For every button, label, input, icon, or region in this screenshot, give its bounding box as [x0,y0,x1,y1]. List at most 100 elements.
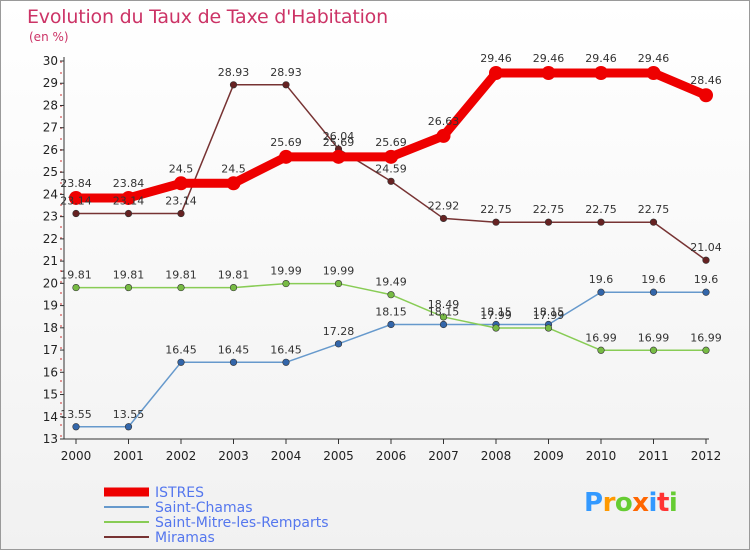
data-point [649,346,658,354]
x-tick-label: 2003 [218,449,249,463]
data-label: 23.84 [113,177,145,190]
data-point [702,288,710,296]
data-label: 16.45 [165,343,197,356]
y-tick-label: 19 [43,299,58,313]
data-label: 16.45 [218,343,250,356]
data-label: 23.84 [60,177,92,190]
data-point [72,209,80,218]
data-label: 25.69 [375,136,407,149]
data-label: 22.92 [428,199,460,212]
data-point [646,66,661,81]
y-tick-label: 28 [43,98,58,112]
y-tick-label: 16 [43,365,58,379]
data-label: 18.15 [480,305,512,318]
y-tick-label: 21 [43,254,58,268]
data-point [226,176,241,191]
x-tick-label: 2007 [428,449,459,463]
data-point [229,283,238,292]
data-label: 19.81 [60,269,92,282]
data-point [282,81,290,89]
data-point [439,313,448,321]
data-point [702,256,710,264]
x-tick-label: 2011 [638,449,669,463]
data-label: 22.75 [533,203,565,216]
data-label: 25.69 [323,136,355,149]
data-label: 26.63 [428,115,460,128]
data-point [597,346,605,354]
brand-letter: o [614,488,633,518]
brand-letter: r [602,488,616,518]
data-label: 16.99 [690,331,722,344]
data-point [174,176,188,191]
series-miramas [72,81,710,264]
y-tick-label: 18 [43,321,58,335]
data-label: 28.93 [218,66,250,79]
data-label: 29.46 [480,52,512,65]
data-label: 16.99 [638,331,670,344]
data-label: 29.46 [638,52,670,65]
series-istres [69,66,713,205]
x-tick-label: 2008 [481,449,512,463]
data-point [489,66,503,81]
data-point [72,423,80,431]
data-point [229,81,238,89]
data-label: 17.99 [533,309,565,322]
data-point [387,291,395,299]
data-point [177,283,185,292]
data-point [279,149,293,164]
data-label: 28.93 [270,66,302,79]
data-label: 19.81 [165,269,197,282]
y-tick-label: 13 [43,432,58,446]
data-point [492,218,500,226]
y-tick-label: 17 [43,343,58,357]
data-point [699,88,713,103]
data-point [282,358,290,366]
y-tick-label: 22 [43,232,58,246]
y-tick-label: 30 [43,54,58,68]
x-tick-label: 2004 [271,449,302,463]
chart-unit: (en %) [29,30,69,44]
y-tick-label: 29 [43,76,58,90]
data-label: 17.99 [480,309,512,322]
data-point [331,149,346,164]
data-label: 28.46 [690,74,722,87]
data-label: 24.5 [221,162,246,175]
data-point [594,66,608,81]
data-point [544,324,553,332]
data-label: 26.04 [323,130,355,143]
data-label: 23.14 [60,195,92,208]
x-tick-label: 2006 [376,449,407,463]
data-point [387,320,395,329]
data-label: 19.6 [589,273,614,286]
brand-letter: i [648,488,658,518]
y-tick-label: 25 [43,165,58,179]
data-label: 19.99 [270,265,302,278]
data-label: 16.99 [585,331,617,344]
data-label: 22.75 [480,203,512,216]
data-point [439,320,448,329]
data-label: 24.5 [169,162,194,175]
data-label: 25.69 [270,136,302,149]
brand-letter: P [584,488,603,518]
x-tick-label: 2002 [166,449,197,463]
data-label: 19.6 [694,273,719,286]
data-label: 24.59 [375,162,407,175]
data-point [121,190,136,205]
y-tick-label: 20 [43,276,58,290]
data-point [282,279,290,288]
data-label: 17.28 [323,325,355,338]
chart-title: Evolution du Taux de Taxe d'Habitation [27,6,388,28]
data-point [492,324,500,332]
data-point [177,358,185,366]
y-tick-label: 14 [43,410,58,424]
data-point [597,218,605,226]
data-label: 22.75 [585,203,617,216]
data-label: 18.15 [533,305,565,318]
data-point [541,66,556,81]
data-point [649,218,658,226]
x-tick-label: 2001 [113,449,144,463]
data-label: 18.15 [375,305,407,318]
data-point [384,149,398,164]
data-label: 21.04 [690,241,722,254]
